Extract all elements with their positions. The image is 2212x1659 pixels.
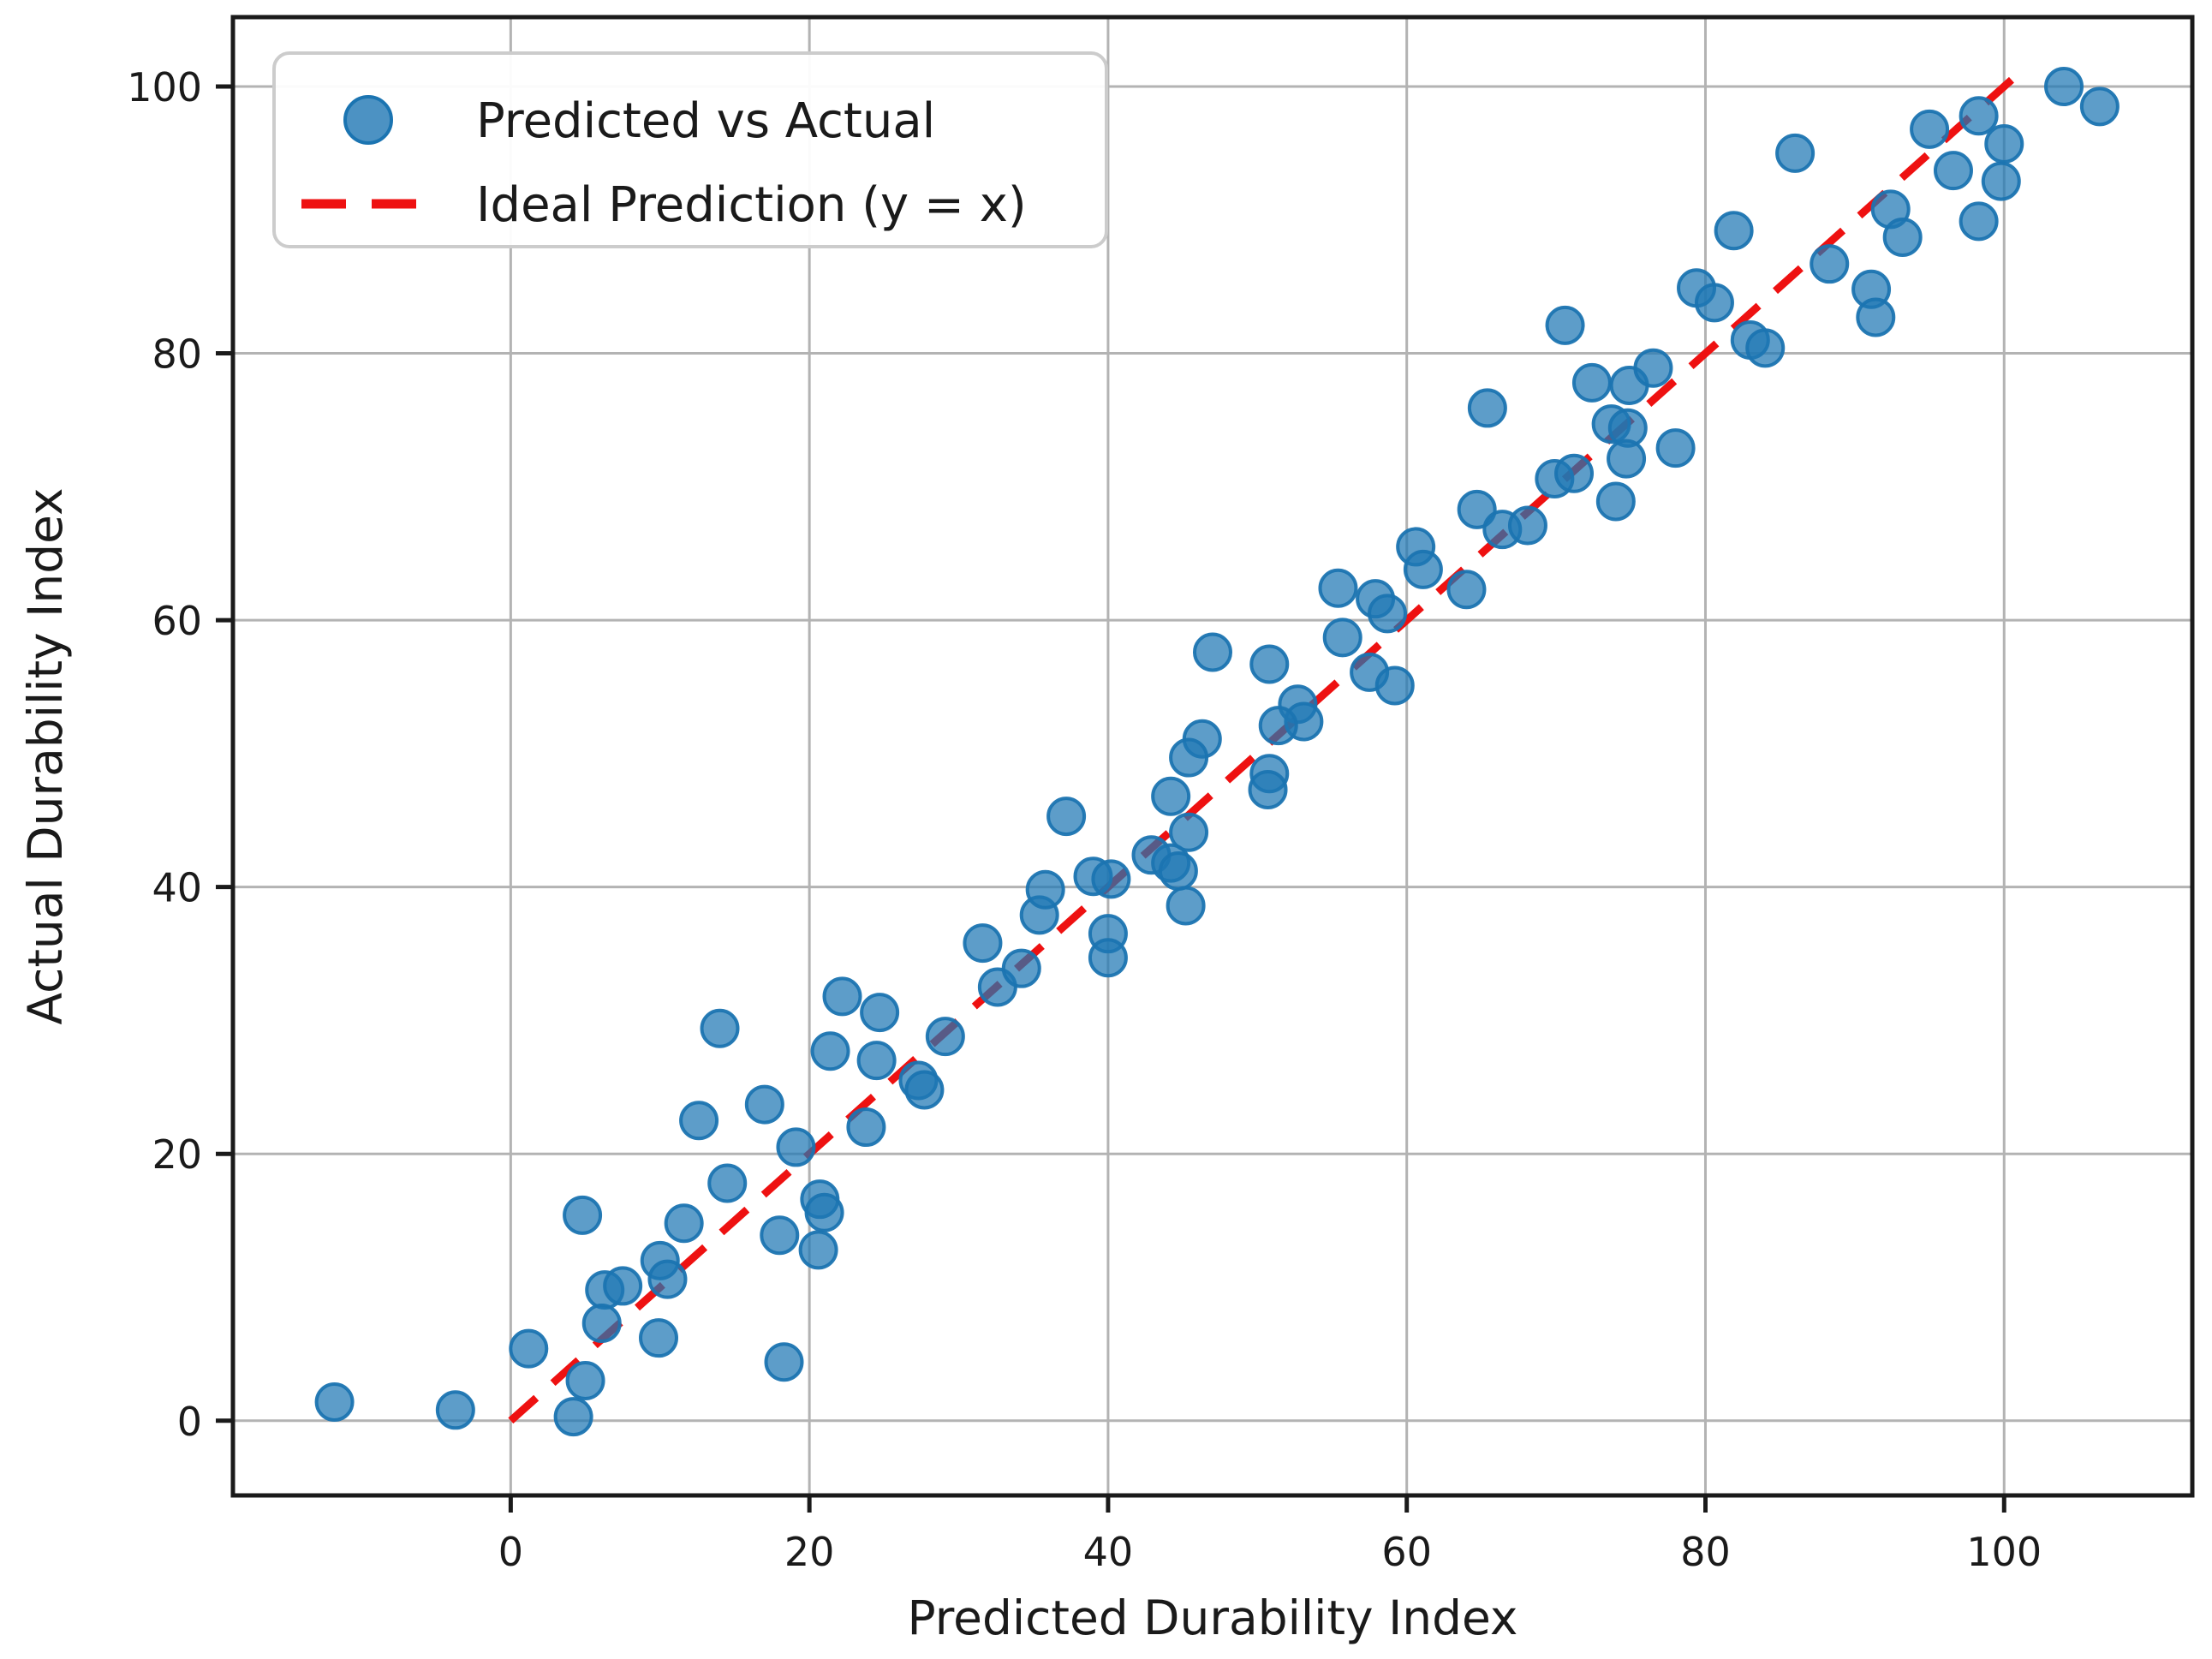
scatter-point	[2079, 87, 2120, 127]
scatter-point	[1745, 328, 1786, 368]
y-tick-label: 60	[152, 598, 202, 644]
y-tick-label: 100	[127, 64, 202, 110]
scatter-point	[1810, 244, 1850, 284]
scatter-point	[509, 1328, 549, 1369]
scatter-point	[1595, 481, 1636, 522]
scatter-point	[314, 1382, 355, 1422]
scatter-point	[1882, 218, 1923, 258]
scatter-point	[553, 1397, 593, 1437]
scatter-point	[565, 1361, 605, 1401]
scatter-point	[1374, 665, 1415, 706]
y-axis-label: Actual Durability Index	[18, 487, 73, 1024]
y-tick-label: 40	[152, 865, 202, 911]
scatter-point	[1166, 886, 1206, 926]
scatter-point	[1403, 549, 1443, 589]
scatter-point	[1169, 737, 1209, 778]
scatter-point	[846, 1107, 886, 1148]
x-tick-label: 20	[784, 1529, 835, 1575]
scatter-point	[856, 1041, 897, 1081]
scatter-point	[1507, 505, 1547, 546]
legend-box	[272, 51, 1108, 248]
scatter-point	[1694, 283, 1734, 323]
scatter-point	[1151, 776, 1191, 816]
scatter-point	[707, 1163, 748, 1203]
scatter-point	[1910, 109, 1950, 149]
x-tick-label: 0	[498, 1529, 523, 1575]
scatter-point	[1959, 201, 1999, 242]
scatter-points-layer	[314, 67, 2120, 1437]
scatter-point	[1025, 869, 1065, 910]
scatter-point	[1258, 706, 1298, 746]
scatter-point	[1088, 938, 1128, 978]
scatter-point	[603, 1266, 643, 1306]
scatter-point	[760, 1215, 800, 1256]
grid-layer	[233, 17, 2192, 1495]
scatter-point	[764, 1342, 804, 1382]
legend-item-scatter-label: Predicted vs Actual	[476, 93, 935, 149]
scatter-point	[1248, 769, 1288, 809]
scatter-point	[1984, 123, 2024, 164]
scatter-point	[1169, 812, 1209, 852]
tick-layer: 0 20 40 60 80 100 0 20 40 60 80 100	[127, 64, 2042, 1575]
y-tick-label: 80	[152, 331, 202, 378]
scatter-point	[1457, 489, 1497, 529]
scatter-point	[1545, 305, 1585, 345]
scatter-point	[664, 1203, 704, 1244]
scatter-point	[639, 1318, 679, 1358]
x-tick-label: 60	[1381, 1529, 1432, 1575]
scatter-point	[904, 1070, 945, 1110]
scatter-point	[581, 1304, 622, 1344]
scatter-point	[776, 1127, 816, 1167]
scatter-point	[1775, 133, 1816, 173]
scatter-point	[822, 976, 862, 1017]
legend-scatter-marker-icon	[343, 95, 393, 145]
scatter-point	[1856, 297, 1896, 337]
scatter-point	[647, 1259, 688, 1299]
scatter-point	[1467, 388, 1507, 428]
scatter-point	[1633, 348, 1673, 388]
scatter-point	[1368, 594, 1408, 634]
scatter-point	[1322, 618, 1362, 658]
scatter-point	[1571, 362, 1612, 403]
scatter-point	[1959, 96, 1999, 136]
scatter-point	[860, 993, 900, 1033]
scatter-point	[435, 1390, 475, 1430]
scatter-point	[1318, 568, 1358, 608]
x-tick-label: 40	[1083, 1529, 1134, 1575]
x-tick-label: 80	[1680, 1529, 1731, 1575]
legend-item-line-label: Ideal Prediction (y = x)	[476, 177, 1027, 233]
scatter-point	[804, 1192, 844, 1232]
scatter-point	[1714, 211, 1754, 251]
scatter-point	[1046, 797, 1087, 837]
plot-border	[230, 15, 2195, 1498]
scatter-point	[1001, 948, 1041, 988]
scatter-point	[563, 1195, 603, 1235]
scatter-point	[1193, 632, 1232, 672]
y-tick-label: 20	[152, 1131, 202, 1178]
scatter-point	[679, 1101, 719, 1141]
scatter-point	[1158, 850, 1198, 891]
scatter-point	[1655, 428, 1696, 468]
scatter-point	[700, 1008, 740, 1048]
x-axis-label: Predicted Durability Index	[908, 1590, 1518, 1645]
scatter-point	[810, 1031, 850, 1071]
scatter-point	[2044, 67, 2084, 107]
scatter-point	[1091, 859, 1131, 899]
scatter-point	[1446, 570, 1487, 610]
y-tick-label: 0	[177, 1399, 202, 1445]
legend: Predicted vs Actual Ideal Prediction (y …	[272, 51, 1108, 248]
scatter-point	[925, 1017, 965, 1057]
scatter-point	[1933, 151, 1973, 191]
scatter-point	[963, 923, 1003, 964]
x-tick-label: 100	[1966, 1529, 2042, 1575]
scatter-point	[1554, 453, 1595, 493]
scatter-point	[1607, 439, 1647, 479]
plot-area	[233, 17, 2192, 1495]
scatter-point	[798, 1230, 838, 1270]
scatter-point	[1981, 161, 2021, 201]
scatter-point	[744, 1084, 784, 1125]
scatter-point	[1249, 644, 1290, 684]
